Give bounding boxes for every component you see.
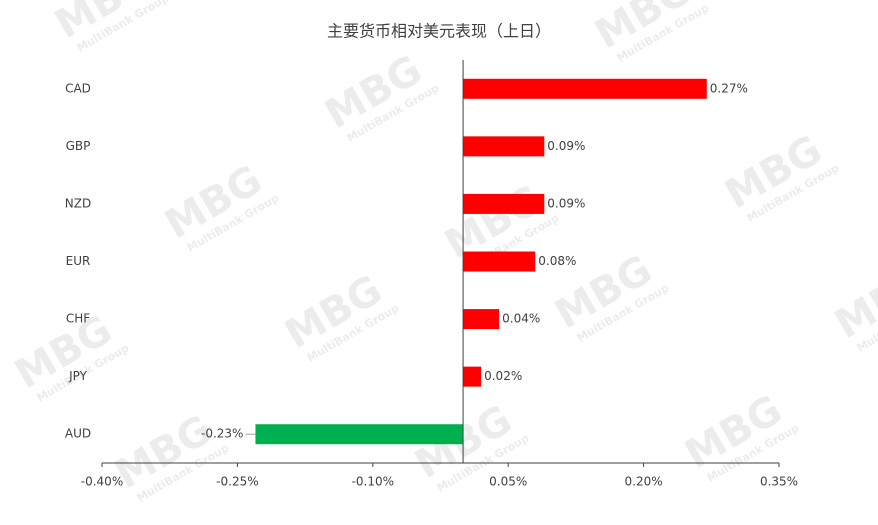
y-tick-label: GBP [66, 139, 91, 153]
x-tick-label: 0.35% [760, 475, 798, 489]
chart-title: 主要货币相对美元表现（上日） [327, 22, 551, 41]
x-tick-label: -0.40% [81, 475, 123, 489]
value-label: 0.02% [484, 369, 522, 383]
y-tick-label: AUD [65, 427, 91, 441]
value-label: 0.08% [538, 254, 576, 268]
value-label: 0.09% [547, 196, 585, 210]
y-tick-label: NZD [65, 196, 91, 210]
bar [463, 193, 545, 214]
value-label: 0.09% [547, 139, 585, 153]
bar [463, 309, 500, 330]
value-label: 0.04% [502, 312, 540, 326]
x-tick-label: 0.20% [625, 475, 663, 489]
y-tick-label: CHF [66, 312, 90, 326]
y-tick-label: JPY [68, 369, 88, 383]
bar [463, 78, 707, 99]
bar [463, 136, 545, 157]
x-tick-label: -0.25% [216, 475, 258, 489]
value-label: 0.27% [710, 81, 748, 95]
x-tick-label: -0.10% [352, 475, 394, 489]
bar [255, 424, 464, 445]
bar [463, 251, 536, 272]
value-label: -0.23% [201, 427, 243, 441]
x-tick-label: 0.05% [489, 475, 527, 489]
y-tick-label: EUR [66, 254, 91, 268]
bar [463, 366, 482, 387]
y-tick-label: CAD [65, 81, 91, 95]
